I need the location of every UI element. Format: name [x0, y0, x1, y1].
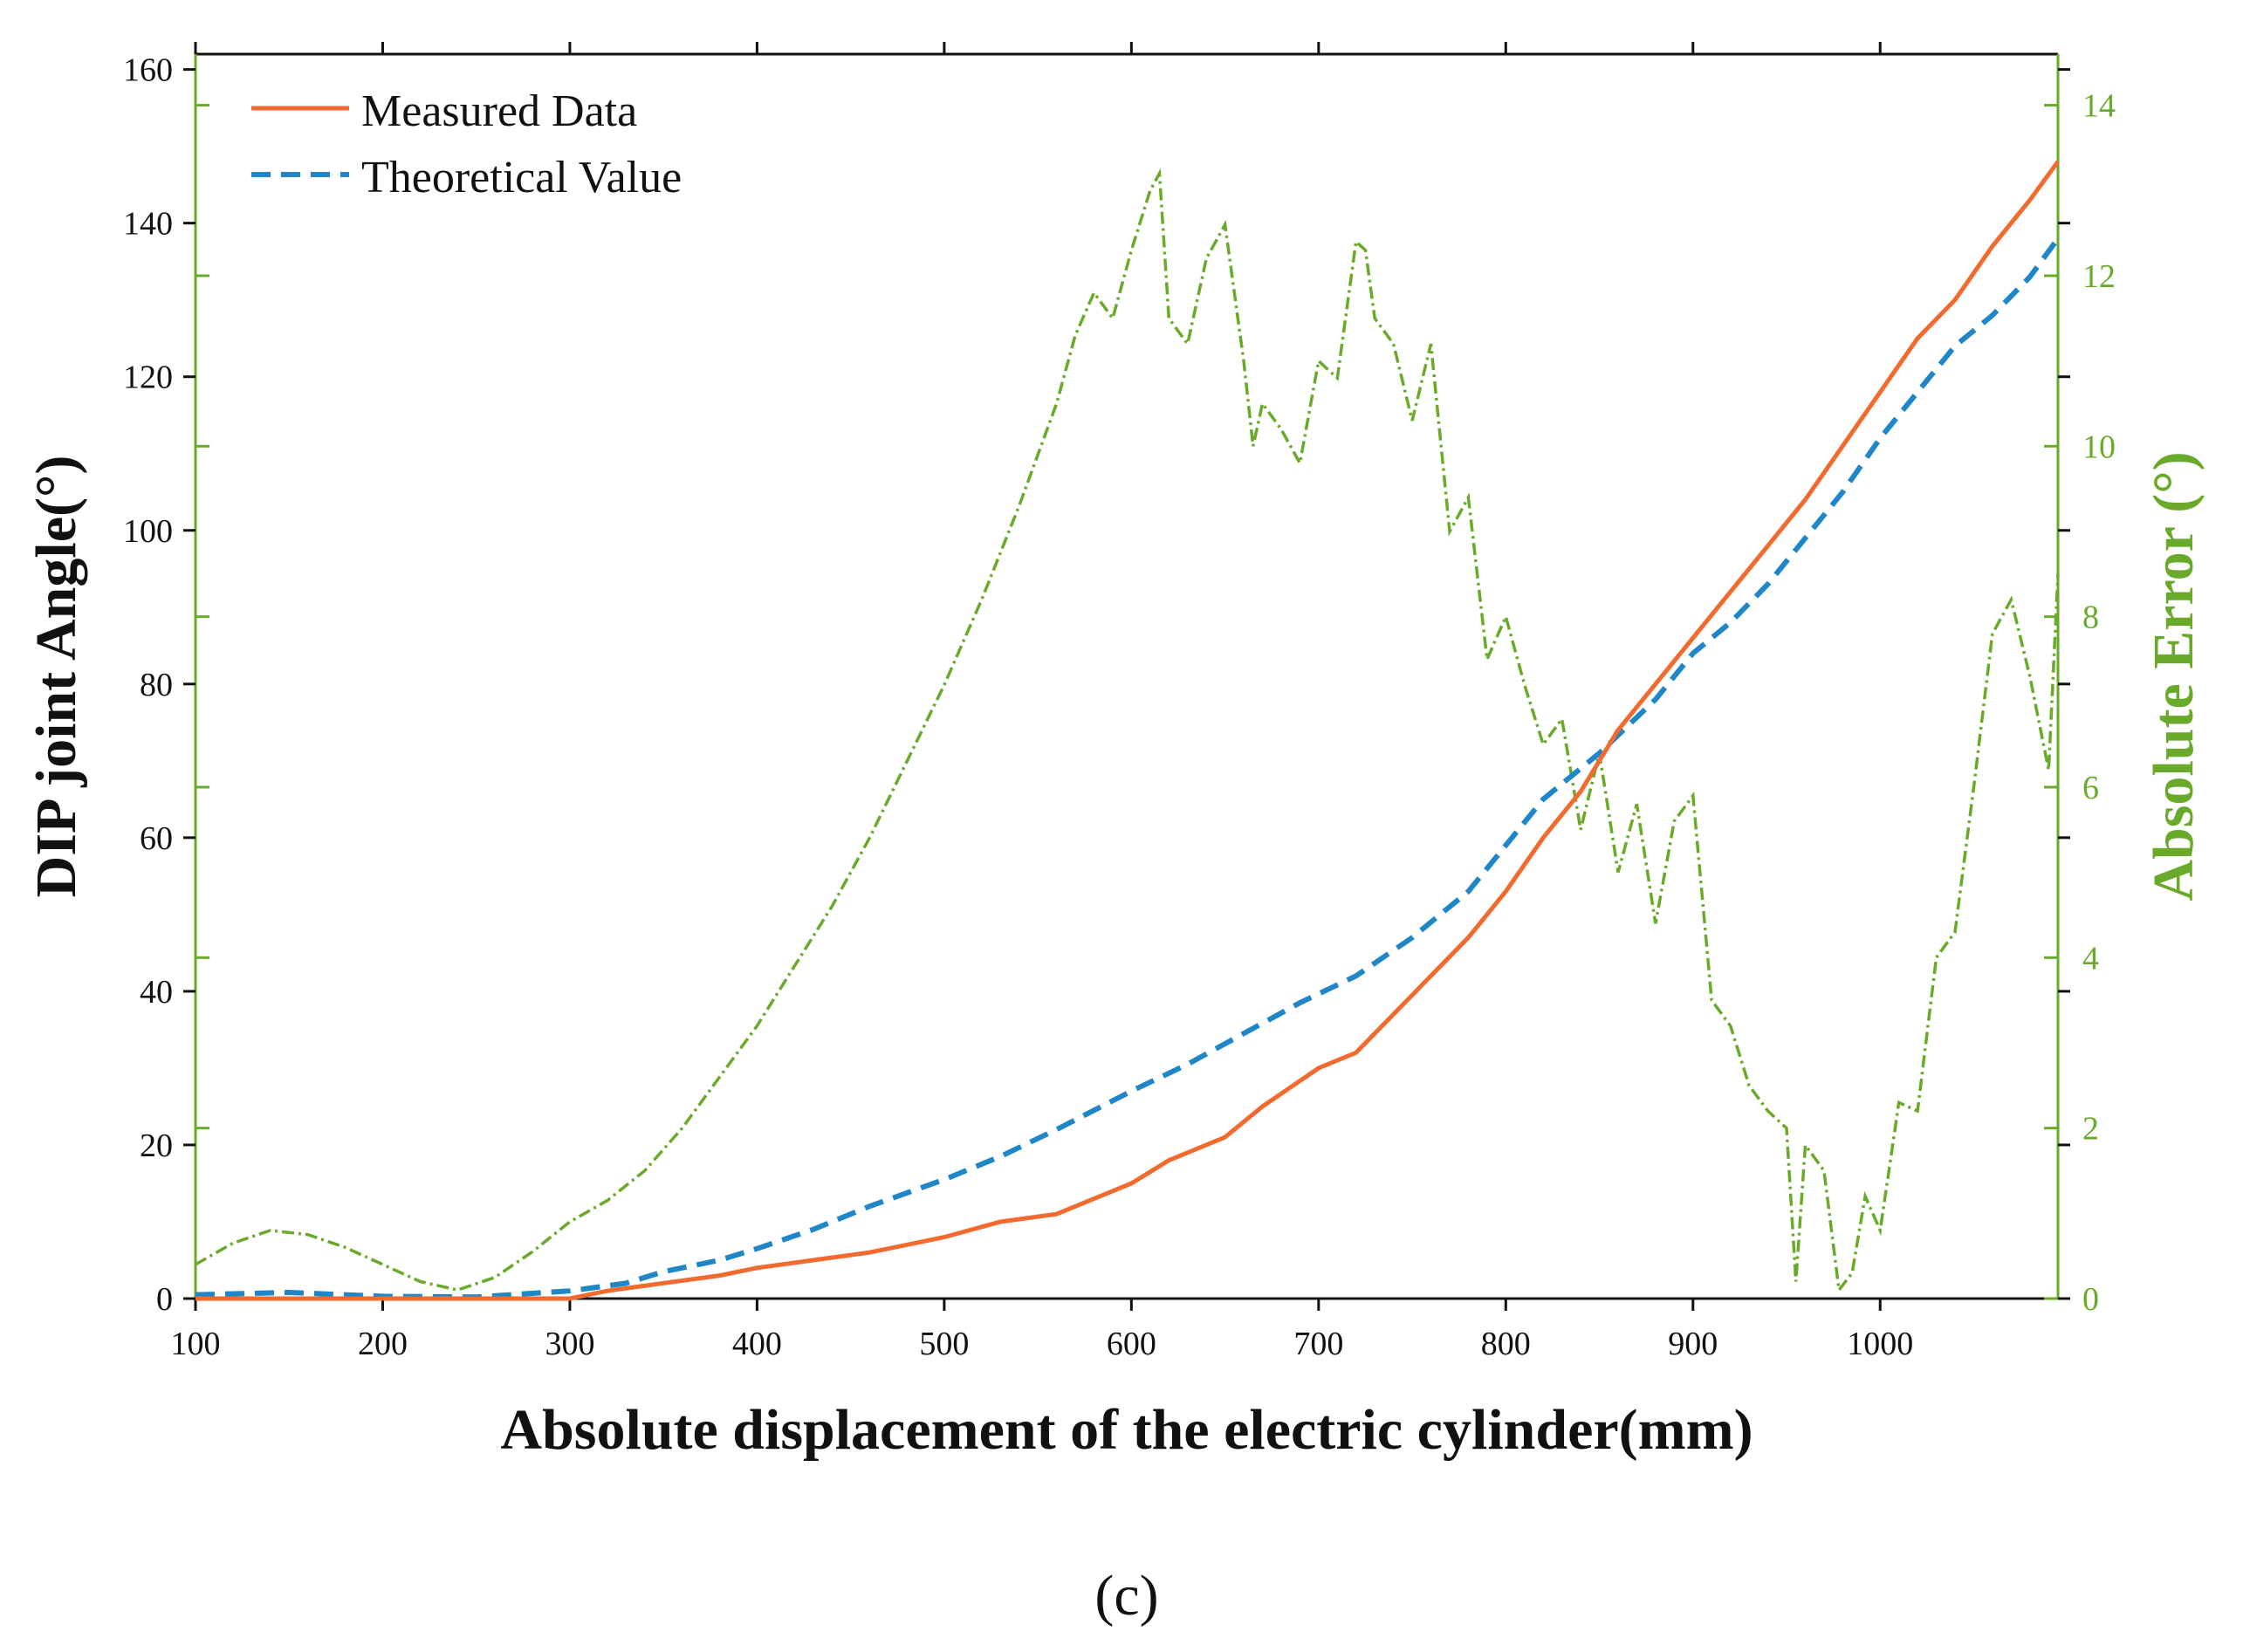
x-tick-label: 500	[919, 1326, 969, 1362]
x-tick-label: 700	[1293, 1326, 1343, 1362]
right-y-tick-label: 14	[2082, 88, 2116, 125]
right-y-tick-label: 8	[2082, 600, 2099, 636]
x-axis-title: Absolute displacement of the electric cy…	[500, 1398, 1753, 1462]
left-y-tick-label: 60	[140, 820, 173, 857]
left-y-tick-label: 80	[140, 667, 173, 703]
right-y-tick-label: 10	[2082, 428, 2116, 465]
measured-data-line	[195, 160, 2061, 1301]
right-y-tick-label: 4	[2082, 940, 2099, 977]
left-y-tick-label: 100	[123, 513, 173, 550]
right-y-tick-label: 12	[2082, 258, 2116, 295]
legend-label-measured: Measured Data	[361, 86, 637, 136]
legend-label-theoretical: Theoretical Value	[361, 153, 682, 202]
left-y-tick-label: 0	[156, 1281, 173, 1318]
x-tick-label: 300	[545, 1326, 594, 1362]
right-y-axis-title: Absolute Error (°)	[2142, 451, 2205, 901]
right-y-tick-label: 6	[2082, 770, 2099, 806]
x-tick-label: 400	[732, 1326, 782, 1362]
legend: Measured Data Theoretical Value	[251, 86, 682, 202]
figure-caption: (c)	[1094, 1564, 1158, 1628]
x-tick-label: 800	[1481, 1326, 1531, 1362]
x-axis-ticks: 100 200 300 400 500 600 700 800 900 1000	[171, 42, 1913, 1362]
right-y-tick-label: 0	[2082, 1281, 2099, 1318]
left-y-axis-ticks: 0 20 40 60 80 100 120 140 160	[123, 52, 2070, 1318]
x-tick-label: 1000	[1847, 1326, 1913, 1362]
x-tick-label: 100	[171, 1326, 221, 1362]
theoretical-value-line	[195, 236, 2061, 1300]
right-y-tick-label: 2	[2082, 1111, 2099, 1148]
absolute-error-line	[195, 168, 2060, 1294]
left-y-tick-label: 140	[123, 206, 173, 243]
left-y-tick-label: 160	[123, 52, 173, 89]
left-y-tick-label: 120	[123, 360, 173, 396]
x-tick-label: 600	[1107, 1326, 1156, 1362]
x-tick-label: 200	[358, 1326, 408, 1362]
left-y-tick-label: 20	[140, 1128, 173, 1164]
right-y-axis-ticks: 0 2 4 6 8 10 12 14	[195, 88, 2116, 1318]
left-y-tick-label: 40	[140, 974, 173, 1011]
left-y-axis-title: DIP joint Angle(°)	[24, 456, 88, 898]
x-tick-label: 900	[1668, 1326, 1718, 1362]
